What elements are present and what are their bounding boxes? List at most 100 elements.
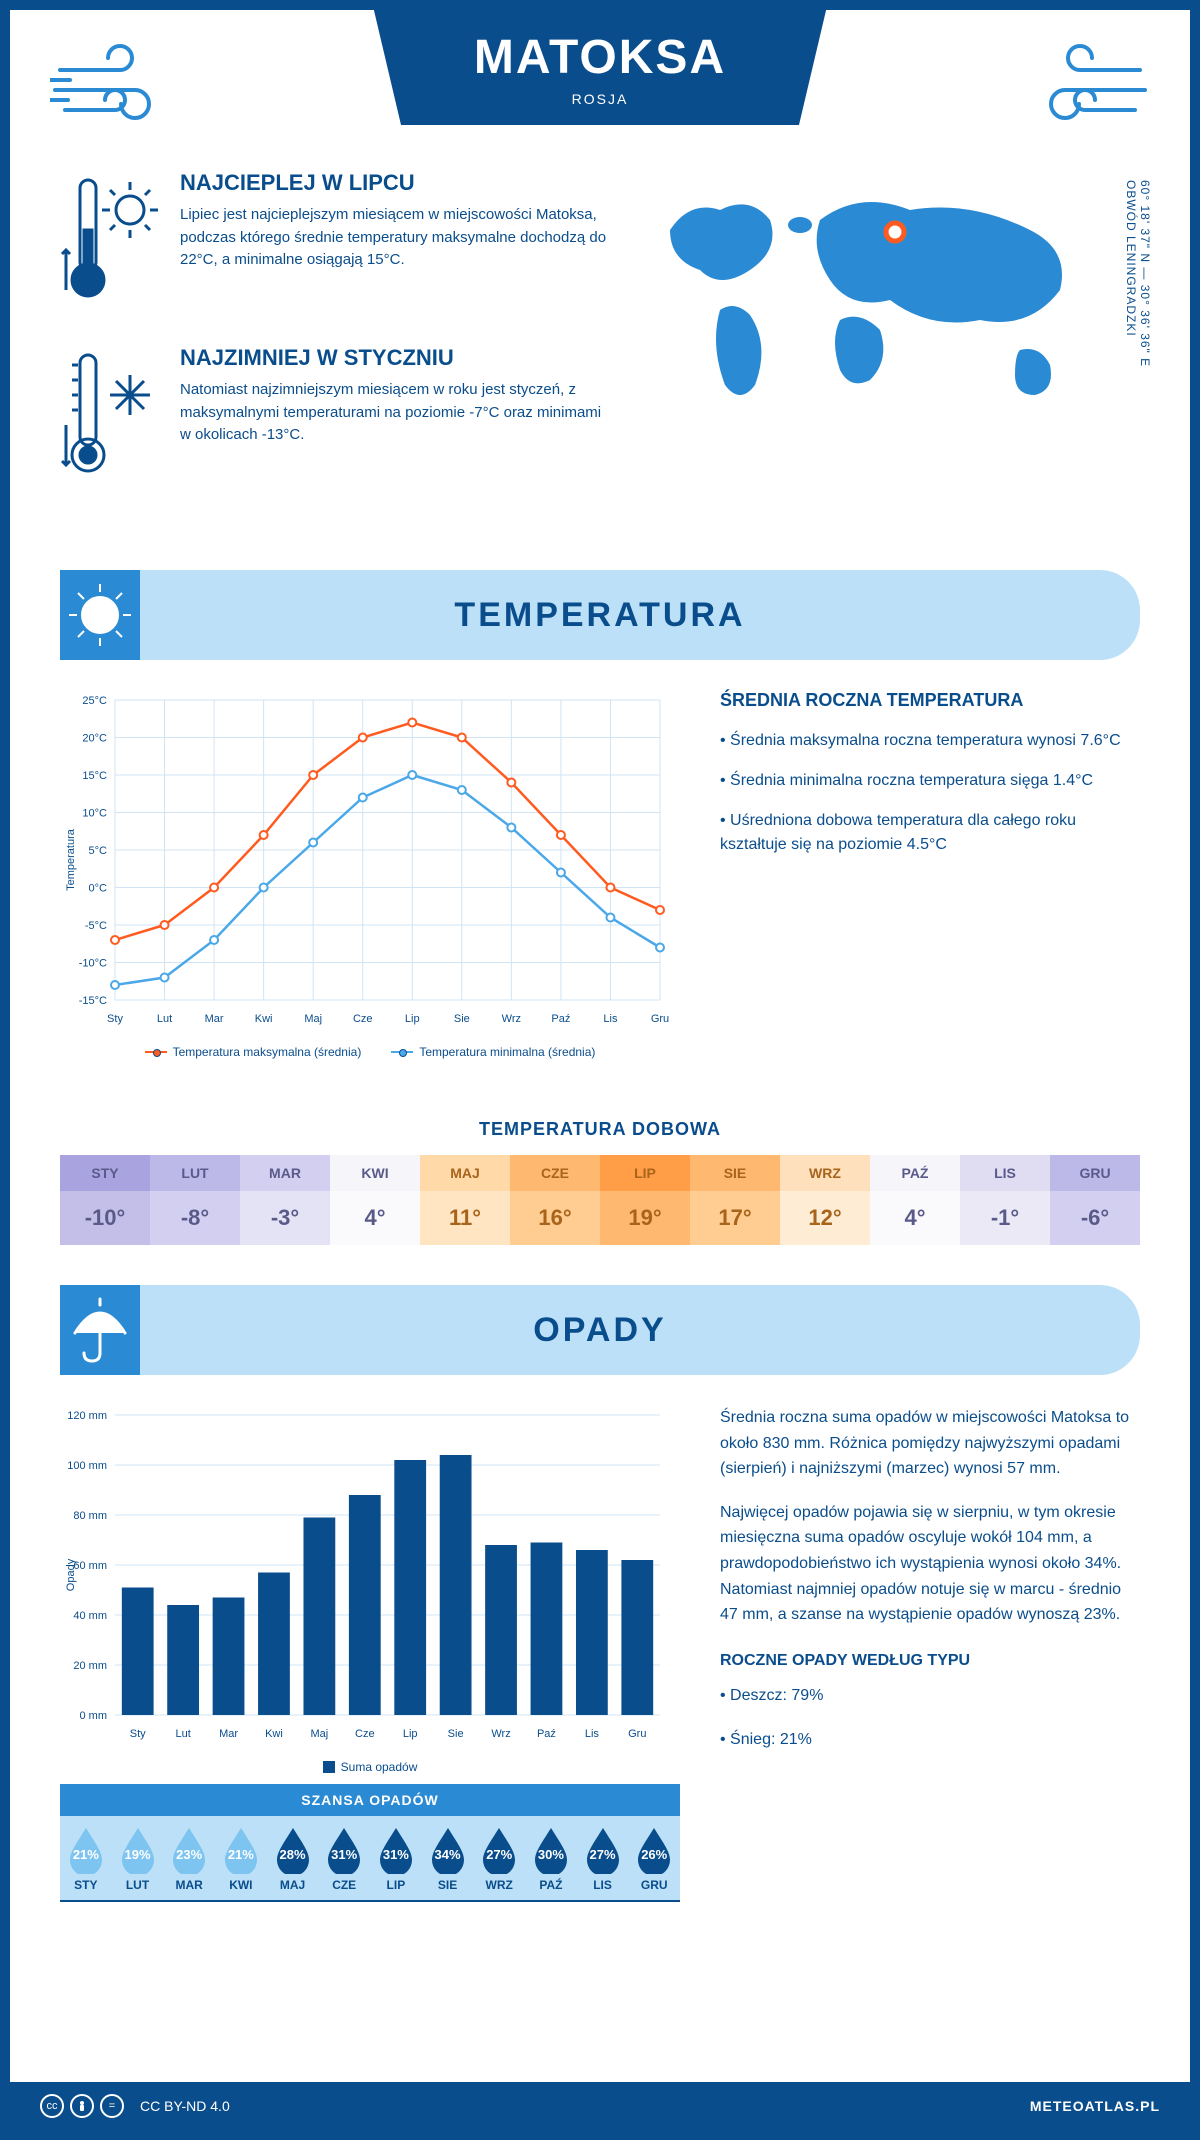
coordinates-label: 60° 18' 37" N — 30° 36' 36" E OBWÓD LENI… [1124, 180, 1152, 367]
top-section: NAJCIEPLEJ W LIPCU Lipiec jest najcieple… [10, 160, 1190, 550]
svg-text:Lis: Lis [603, 1013, 618, 1025]
svg-text:Opady: Opady [65, 1558, 77, 1591]
precip-type-item: • Deszcz: 79% [720, 1683, 1140, 1709]
precipitation-info: Średnia roczna suma opadów w miejscowośc… [720, 1405, 1140, 1902]
svg-text:Paź: Paź [551, 1013, 570, 1025]
header: MATOKSA ROSJA [10, 10, 1190, 160]
sun-icon [60, 570, 140, 660]
svg-text:10°C: 10°C [82, 808, 107, 820]
svg-text:-5°C: -5°C [85, 920, 107, 932]
world-map-icon [640, 170, 1100, 430]
svg-text:60 mm: 60 mm [73, 1560, 107, 1572]
svg-text:Mar: Mar [219, 1728, 238, 1740]
nd-icon: = [100, 2094, 124, 2118]
svg-text:Maj: Maj [304, 1013, 322, 1025]
svg-text:Lip: Lip [405, 1013, 420, 1025]
svg-text:Lut: Lut [157, 1013, 172, 1025]
svg-text:100 mm: 100 mm [67, 1460, 107, 1472]
raindrop-icon: 27% [583, 1826, 623, 1874]
svg-text:-15°C: -15°C [79, 995, 107, 1007]
chance-cell: 27% LIS [577, 1826, 629, 1892]
svg-text:Gru: Gru [651, 1013, 669, 1025]
section-title-temperature: TEMPERATURA [140, 596, 1140, 635]
raindrop-icon: 31% [324, 1826, 364, 1874]
daily-cell: MAR -3° [240, 1155, 330, 1245]
precipitation-bar-chart: 0 mm20 mm40 mm60 mm80 mm100 mm120 mmStyL… [60, 1405, 680, 1902]
chance-cell: 26% GRU [628, 1826, 680, 1892]
chance-cell: 34% SIE [422, 1826, 474, 1892]
svg-text:80 mm: 80 mm [73, 1510, 107, 1522]
chance-cell: 31% CZE [318, 1826, 370, 1892]
daily-cell: SIE 17° [690, 1155, 780, 1245]
svg-text:Lis: Lis [585, 1728, 600, 1740]
svg-text:Mar: Mar [205, 1013, 224, 1025]
svg-text:15°C: 15°C [82, 770, 107, 782]
cc-icon: cc [40, 2094, 64, 2118]
chance-cell: 19% LUT [112, 1826, 164, 1892]
raindrop-icon: 30% [531, 1826, 571, 1874]
temperature-line-chart: -15°C-10°C-5°C0°C5°C10°C15°C20°C25°CStyL… [60, 690, 680, 1059]
precipitation-row: 0 mm20 mm40 mm60 mm80 mm100 mm120 mmStyL… [10, 1405, 1190, 1922]
section-banner-temperature: TEMPERATURA [60, 570, 1140, 660]
site-name: METEOATLAS.PL [1030, 2098, 1160, 2114]
raindrop-icon: 21% [66, 1826, 106, 1874]
section-title-precipitation: OPADY [140, 1311, 1140, 1350]
raindrop-icon: 21% [221, 1826, 261, 1874]
svg-text:Kwi: Kwi [255, 1013, 273, 1025]
daily-cell: WRZ 12° [780, 1155, 870, 1245]
svg-text:40 mm: 40 mm [73, 1610, 107, 1622]
temp-info-bullet: • Uśredniona dobowa temperatura dla całe… [720, 809, 1140, 857]
thermometer-sun-icon [60, 170, 160, 315]
svg-text:Maj: Maj [311, 1728, 329, 1740]
svg-text:Sie: Sie [448, 1728, 464, 1740]
svg-text:120 mm: 120 mm [67, 1410, 107, 1422]
daily-cell: LUT -8° [150, 1155, 240, 1245]
footer: cc = CC BY-ND 4.0 METEOATLAS.PL [10, 2082, 1190, 2130]
temperature-info: ŚREDNIA ROCZNA TEMPERATURA • Średnia mak… [720, 690, 1140, 1059]
svg-text:0°C: 0°C [89, 883, 108, 895]
svg-text:5°C: 5°C [89, 845, 108, 857]
city-title: MATOKSA [474, 30, 726, 85]
chance-cell: 27% WRZ [473, 1826, 525, 1892]
temp-chart-legend: Temperatura maksymalna (średnia) Tempera… [60, 1045, 680, 1059]
svg-text:Wrz: Wrz [491, 1728, 510, 1740]
svg-text:Cze: Cze [353, 1013, 373, 1025]
chance-cell: 31% LIP [370, 1826, 422, 1892]
svg-text:Sie: Sie [454, 1013, 470, 1025]
raindrop-icon: 34% [428, 1826, 468, 1874]
chance-cell: 28% MAJ [267, 1826, 319, 1892]
svg-text:Lut: Lut [175, 1728, 190, 1740]
svg-text:Wrz: Wrz [502, 1013, 521, 1025]
raindrop-icon: 27% [479, 1826, 519, 1874]
chance-cell: 30% PAŹ [525, 1826, 577, 1892]
temp-info-bullet: • Średnia maksymalna roczna temperatura … [720, 729, 1140, 753]
fact-warm-title: NAJCIEPLEJ W LIPCU [180, 170, 610, 196]
daily-temp-table: STY -10°LUT -8°MAR -3°KWI 4°MAJ 11°CZE 1… [60, 1155, 1140, 1245]
daily-cell: MAJ 11° [420, 1155, 510, 1245]
temp-info-bullet: • Średnia minimalna roczna temperatura s… [720, 769, 1140, 793]
fact-coldest: NAJZIMNIEJ W STYCZNIU Natomiast najzimni… [60, 345, 610, 490]
svg-text:25°C: 25°C [82, 695, 107, 707]
svg-text:-10°C: -10°C [79, 958, 107, 970]
wind-icon-left [50, 40, 190, 140]
svg-text:0 mm: 0 mm [80, 1710, 108, 1722]
chance-cell: 21% KWI [215, 1826, 267, 1892]
svg-text:Cze: Cze [355, 1728, 375, 1740]
thermometer-snow-icon [60, 345, 160, 490]
daily-cell: GRU -6° [1050, 1155, 1140, 1245]
fact-warm-text: Lipiec jest najcieplejszym miesiącem w m… [180, 204, 610, 272]
precip-type-item: • Śnieg: 21% [720, 1727, 1140, 1753]
svg-text:Sty: Sty [107, 1013, 123, 1025]
chance-cell: 21% STY [60, 1826, 112, 1892]
wind-icon-right [1010, 40, 1150, 140]
svg-text:Lip: Lip [403, 1728, 418, 1740]
chance-title: SZANSA OPADÓW [60, 1784, 680, 1816]
daily-cell: CZE 16° [510, 1155, 600, 1245]
chance-table: SZANSA OPADÓW 21% STY 19% LUT 23% MAR 21… [60, 1784, 680, 1902]
precip-type-title: ROCZNE OPADY WEDŁUG TYPU [720, 1648, 1140, 1674]
by-icon [70, 2094, 94, 2118]
precip-p2: Najwięcej opadów pojawia się w sierpniu,… [720, 1500, 1140, 1628]
temperature-row: -15°C-10°C-5°C0°C5°C10°C15°C20°C25°CStyL… [10, 690, 1190, 1089]
raindrop-icon: 26% [634, 1826, 674, 1874]
daily-cell: LIP 19° [600, 1155, 690, 1245]
